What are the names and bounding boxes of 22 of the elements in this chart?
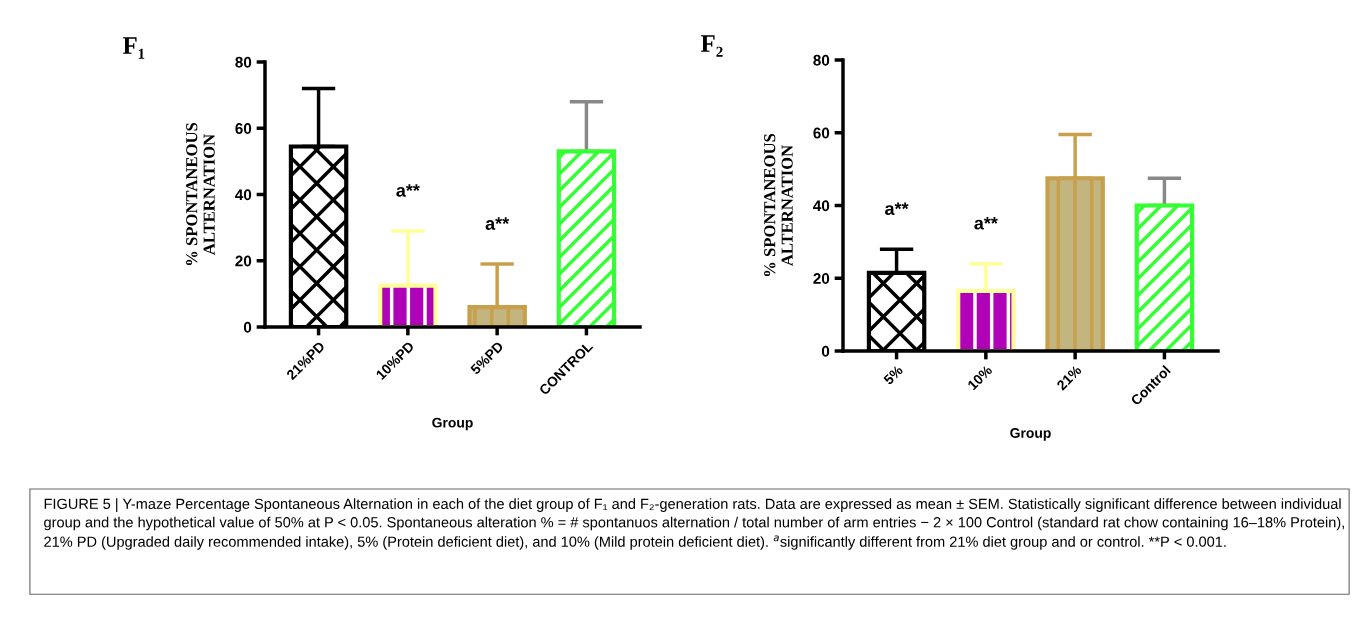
y-axis-title: % SPONTANEOUS ALTERNATION — [764, 133, 793, 277]
y-tick-label: 20 — [235, 255, 252, 267]
x-tick-label: 5% — [882, 364, 904, 386]
x-axis-title: Group — [432, 417, 473, 431]
y-tick-label: 0 — [243, 321, 252, 333]
y-axis-title: % SPONTANEOUS ALTERNATION — [186, 122, 215, 266]
y-tick-label: 20 — [813, 273, 830, 284]
y-tick-label: 60 — [235, 123, 252, 134]
chart-title: F₁ — [122, 37, 145, 59]
y-tick-label: 40 — [813, 200, 830, 212]
annotation: a** — [396, 184, 420, 197]
chart-title: F₂ — [700, 35, 723, 57]
y-tick-label: 80 — [235, 56, 252, 68]
y-tick-label: 60 — [813, 127, 830, 139]
y-tick-label: 80 — [813, 54, 830, 66]
y-tick-label: 0 — [821, 345, 830, 357]
y-tick-label: 40 — [235, 189, 252, 201]
annotation: a** — [485, 217, 510, 230]
annotation: a** — [974, 216, 998, 230]
annotation: a** — [885, 202, 909, 216]
x-axis-title: Group — [1010, 428, 1051, 441]
caption: FIGURE 5 | Y-maze Percentage Spontaneous Alternation in each of the diet group of F₁ and F₂-generation rats. Data are expressed as mean ± SEM. Statistically significant difference between individual group and the hypothetical value of 50% at P < 0.05. Spontaneous alteration % = # spontanuos alternation / total number of arm entries − 2 × 100 Control (standard rat chow containing 16–18% Protein), 21% PD (Upgraded daily recommended intake), 5% (Protein deficient diet), and 10% (Mild protein deficient diet). $^{a}$significantly different from 21% diet group and or control. **P < 0.001. — [44, 498, 1344, 550]
